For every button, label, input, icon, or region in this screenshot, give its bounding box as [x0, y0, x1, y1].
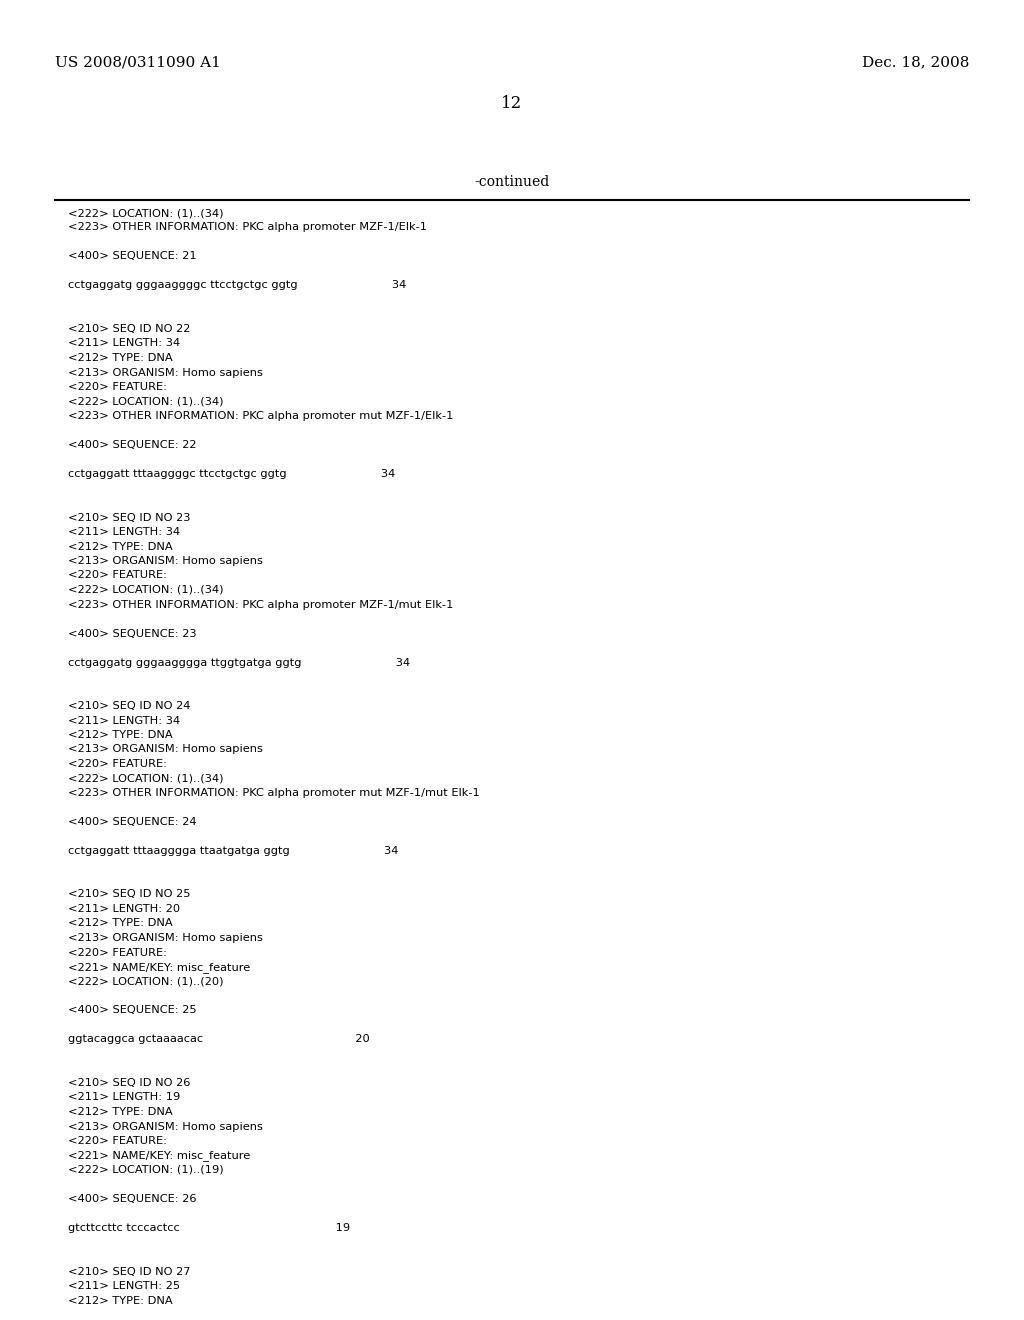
Text: -continued: -continued	[474, 176, 550, 189]
Text: <213> ORGANISM: Homo sapiens: <213> ORGANISM: Homo sapiens	[68, 933, 263, 942]
Text: <222> LOCATION: (1)..(19): <222> LOCATION: (1)..(19)	[68, 1166, 223, 1175]
Text: <222> LOCATION: (1)..(34): <222> LOCATION: (1)..(34)	[68, 774, 223, 784]
Text: <210> SEQ ID NO 25: <210> SEQ ID NO 25	[68, 890, 190, 899]
Text: <400> SEQUENCE: 24: <400> SEQUENCE: 24	[68, 817, 197, 828]
Text: <221> NAME/KEY: misc_feature: <221> NAME/KEY: misc_feature	[68, 962, 250, 973]
Text: <210> SEQ ID NO 26: <210> SEQ ID NO 26	[68, 1078, 190, 1088]
Text: <222> LOCATION: (1)..(34): <222> LOCATION: (1)..(34)	[68, 585, 223, 595]
Text: <221> NAME/KEY: misc_feature: <221> NAME/KEY: misc_feature	[68, 1151, 250, 1162]
Text: ggtacaggca gctaaaacac                                          20: ggtacaggca gctaaaacac 20	[68, 1035, 370, 1044]
Text: <211> LENGTH: 20: <211> LENGTH: 20	[68, 904, 180, 913]
Text: <213> ORGANISM: Homo sapiens: <213> ORGANISM: Homo sapiens	[68, 367, 263, 378]
Text: gtcttccttc tcccactcc                                           19: gtcttccttc tcccactcc 19	[68, 1224, 350, 1233]
Text: <212> TYPE: DNA: <212> TYPE: DNA	[68, 541, 173, 552]
Text: <400> SEQUENCE: 21: <400> SEQUENCE: 21	[68, 252, 197, 261]
Text: cctgaggatt tttaagggga ttaatgatga ggtg                          34: cctgaggatt tttaagggga ttaatgatga ggtg 34	[68, 846, 398, 855]
Text: <223> OTHER INFORMATION: PKC alpha promoter MZF-1/Elk-1: <223> OTHER INFORMATION: PKC alpha promo…	[68, 223, 427, 232]
Text: 12: 12	[502, 95, 522, 112]
Text: <220> FEATURE:: <220> FEATURE:	[68, 1137, 167, 1146]
Text: <400> SEQUENCE: 25: <400> SEQUENCE: 25	[68, 1006, 197, 1015]
Text: Dec. 18, 2008: Dec. 18, 2008	[861, 55, 969, 69]
Text: <211> LENGTH: 34: <211> LENGTH: 34	[68, 715, 180, 726]
Text: <220> FEATURE:: <220> FEATURE:	[68, 759, 167, 770]
Text: <222> LOCATION: (1)..(34): <222> LOCATION: (1)..(34)	[68, 396, 223, 407]
Text: <211> LENGTH: 34: <211> LENGTH: 34	[68, 527, 180, 537]
Text: <222> LOCATION: (1)..(20): <222> LOCATION: (1)..(20)	[68, 977, 223, 986]
Text: <400> SEQUENCE: 23: <400> SEQUENCE: 23	[68, 628, 197, 639]
Text: cctgaggatt tttaaggggc ttcctgctgc ggtg                          34: cctgaggatt tttaaggggc ttcctgctgc ggtg 34	[68, 469, 395, 479]
Text: <211> LENGTH: 19: <211> LENGTH: 19	[68, 1093, 180, 1102]
Text: <212> TYPE: DNA: <212> TYPE: DNA	[68, 730, 173, 741]
Text: <211> LENGTH: 25: <211> LENGTH: 25	[68, 1280, 180, 1291]
Text: <210> SEQ ID NO 23: <210> SEQ ID NO 23	[68, 512, 190, 523]
Text: <220> FEATURE:: <220> FEATURE:	[68, 570, 167, 581]
Text: <212> TYPE: DNA: <212> TYPE: DNA	[68, 1295, 173, 1305]
Text: <222> LOCATION: (1)..(34): <222> LOCATION: (1)..(34)	[68, 209, 223, 218]
Text: cctgaggatg gggaagggga ttggtgatga ggtg                          34: cctgaggatg gggaagggga ttggtgatga ggtg 34	[68, 657, 411, 668]
Text: <400> SEQUENCE: 26: <400> SEQUENCE: 26	[68, 1195, 197, 1204]
Text: <213> ORGANISM: Homo sapiens: <213> ORGANISM: Homo sapiens	[68, 744, 263, 755]
Text: <220> FEATURE:: <220> FEATURE:	[68, 948, 167, 957]
Text: <210> SEQ ID NO 27: <210> SEQ ID NO 27	[68, 1266, 190, 1276]
Text: <210> SEQ ID NO 24: <210> SEQ ID NO 24	[68, 701, 190, 711]
Text: cctgaggatg gggaaggggc ttcctgctgc ggtg                          34: cctgaggatg gggaaggggc ttcctgctgc ggtg 34	[68, 281, 407, 290]
Text: <213> ORGANISM: Homo sapiens: <213> ORGANISM: Homo sapiens	[68, 556, 263, 566]
Text: <220> FEATURE:: <220> FEATURE:	[68, 381, 167, 392]
Text: <223> OTHER INFORMATION: PKC alpha promoter MZF-1/mut Elk-1: <223> OTHER INFORMATION: PKC alpha promo…	[68, 599, 454, 610]
Text: <210> SEQ ID NO 22: <210> SEQ ID NO 22	[68, 323, 190, 334]
Text: <212> TYPE: DNA: <212> TYPE: DNA	[68, 1107, 173, 1117]
Text: <211> LENGTH: 34: <211> LENGTH: 34	[68, 338, 180, 348]
Text: US 2008/0311090 A1: US 2008/0311090 A1	[55, 55, 221, 69]
Text: <212> TYPE: DNA: <212> TYPE: DNA	[68, 352, 173, 363]
Text: <213> ORGANISM: Homo sapiens: <213> ORGANISM: Homo sapiens	[68, 1122, 263, 1131]
Text: <223> OTHER INFORMATION: PKC alpha promoter mut MZF-1/mut Elk-1: <223> OTHER INFORMATION: PKC alpha promo…	[68, 788, 480, 799]
Text: <223> OTHER INFORMATION: PKC alpha promoter mut MZF-1/Elk-1: <223> OTHER INFORMATION: PKC alpha promo…	[68, 411, 454, 421]
Text: <400> SEQUENCE: 22: <400> SEQUENCE: 22	[68, 440, 197, 450]
Text: <212> TYPE: DNA: <212> TYPE: DNA	[68, 919, 173, 928]
